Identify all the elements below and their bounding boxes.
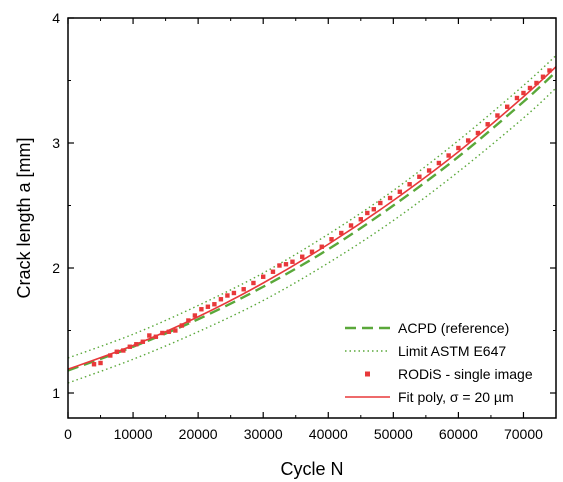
- y-tick-label: 3: [52, 135, 60, 151]
- data-point-rodis: [192, 313, 198, 318]
- data-point-rodis: [521, 90, 526, 96]
- x-tick-label: 40000: [309, 426, 348, 442]
- data-point-rodis: [283, 262, 289, 267]
- data-point-rodis: [277, 263, 282, 268]
- data-point-rodis: [300, 254, 305, 259]
- data-point-rodis: [270, 269, 276, 274]
- data-point-rodis: [426, 168, 432, 173]
- series-line-acpd: [67, 70, 557, 372]
- data-point-rodis: [98, 360, 103, 366]
- axis-ticks: 0 10000 20000 30000 40000 50000 60000 70000 1 2 3 4: [52, 10, 556, 442]
- x-tick-label: 30000: [244, 426, 283, 442]
- data-point-rodis: [358, 217, 363, 222]
- data-point-rodis: [547, 68, 552, 73]
- data-point-rodis: [173, 328, 178, 333]
- data-point-rodis: [212, 302, 217, 307]
- data-point-rodis: [319, 244, 324, 249]
- legend-entry-fit: Fit poly, σ = 20 µm: [345, 389, 514, 405]
- y-tick-label: 4: [52, 10, 60, 26]
- data-point-rodis: [205, 304, 211, 309]
- legend-entry-acpd: ACPD (reference): [345, 320, 509, 336]
- x-tick-label: 10000: [114, 426, 153, 442]
- data-point-rodis: [365, 210, 370, 216]
- data-point-rodis: [309, 249, 315, 254]
- data-point-rodis: [387, 195, 393, 201]
- x-axis-title: Cycle N: [280, 459, 343, 479]
- data-point-rodis: [436, 160, 442, 166]
- legend-marker-rodis: [365, 371, 370, 377]
- data-point-rodis: [290, 259, 295, 264]
- data-point-rodis: [241, 287, 246, 292]
- data-point-rodis: [199, 307, 204, 312]
- series-line-astm-lower-limit: [67, 87, 557, 384]
- y-axis-title: Crack length a [mm]: [14, 137, 34, 298]
- data-point-rodis: [407, 182, 412, 187]
- data-point-rodis: [417, 174, 422, 179]
- data-point-rodis: [475, 130, 481, 136]
- data-point-rodis: [339, 230, 344, 236]
- plot-frame: [67, 17, 557, 419]
- data-point-rodis: [514, 95, 520, 101]
- data-point-rodis: [231, 290, 237, 296]
- data-point-rodis: [527, 85, 533, 91]
- data-point-rodis: [540, 74, 546, 79]
- legend-label: Fit poly, σ = 20 µm: [398, 389, 514, 405]
- x-tick-label: 70000: [504, 426, 543, 442]
- data-point-rodis: [495, 113, 500, 118]
- data-point-rodis: [91, 362, 97, 367]
- data-point-rodis: [446, 153, 451, 158]
- data-point-rodis: [456, 145, 461, 151]
- data-point-rodis: [348, 223, 354, 228]
- legend-label: RODiS - single image: [398, 366, 533, 382]
- data-point-rodis: [534, 80, 539, 86]
- data-point-rodis: [225, 293, 230, 298]
- legend-label: Limit ASTM E647: [398, 343, 506, 359]
- data-point-rodis: [251, 280, 256, 286]
- series-line-astm-upper-limit: [67, 54, 557, 359]
- data-point-rodis: [465, 138, 471, 143]
- data-point-rodis: [329, 237, 334, 242]
- data-point-rodis: [108, 353, 113, 358]
- data-point-rodis: [218, 297, 224, 302]
- data-point-rodis: [378, 200, 383, 206]
- legend: ACPD (reference) Limit ASTM E647 RODiS - s…: [345, 320, 533, 405]
- x-tick-label: 50000: [374, 426, 413, 442]
- y-tick-label: 1: [52, 385, 60, 401]
- legend-entry-rodis: RODiS - single image: [365, 366, 533, 382]
- y-tick-label: 2: [52, 260, 60, 276]
- data-point-rodis: [505, 104, 510, 109]
- data-point-rodis: [371, 207, 377, 212]
- x-tick-label: 60000: [439, 426, 478, 442]
- data-point-rodis: [261, 274, 266, 279]
- data-point-rodis: [166, 329, 172, 334]
- plot-area: [67, 54, 557, 384]
- series-line-fit-poly: [67, 66, 557, 371]
- data-point-rodis: [179, 323, 185, 328]
- data-point-rodis: [121, 348, 126, 353]
- data-point-rodis: [485, 122, 490, 127]
- data-point-rodis: [397, 189, 403, 194]
- legend-entry-astm: Limit ASTM E647: [345, 343, 506, 359]
- legend-label: ACPD (reference): [398, 320, 509, 336]
- x-tick-label: 20000: [179, 426, 218, 442]
- x-tick-label: 0: [64, 426, 72, 442]
- data-point-rodis: [147, 333, 152, 338]
